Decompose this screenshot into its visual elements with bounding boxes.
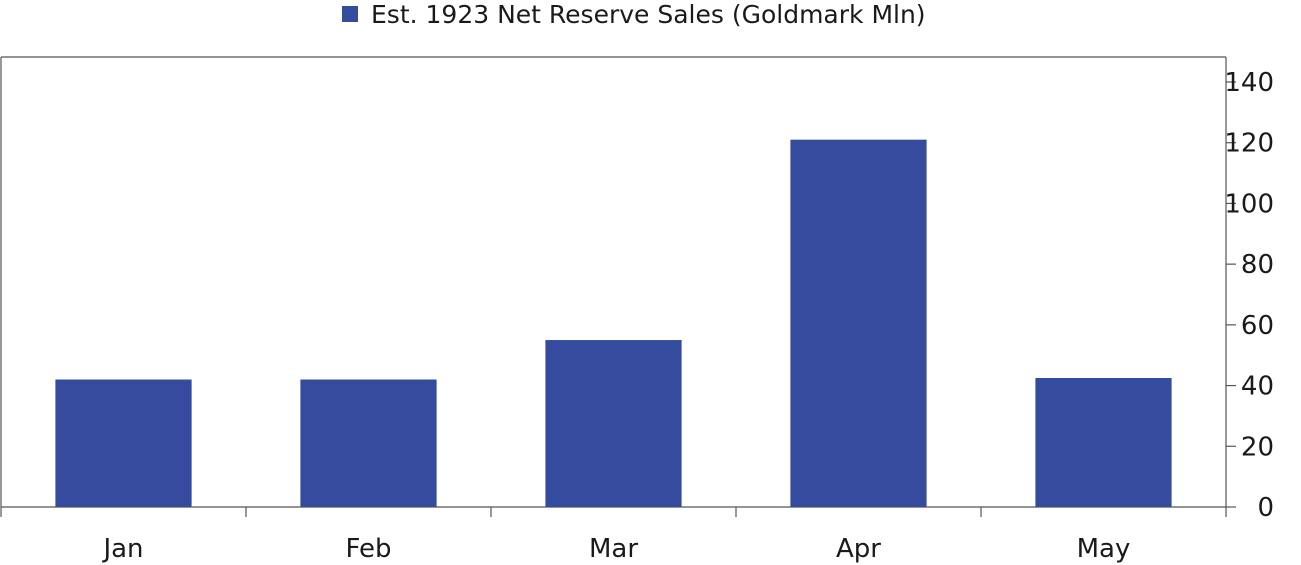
y-tick-label-0: 0	[1257, 493, 1274, 523]
x-tick-label-may: May	[1077, 534, 1131, 564]
bar-mar	[545, 340, 682, 507]
bar-apr	[790, 139, 927, 507]
x-tick-label-jan: Jan	[101, 534, 143, 564]
y-tick-label-80: 80	[1241, 250, 1274, 280]
y-tick-label-40: 40	[1241, 372, 1274, 402]
bar-feb	[300, 379, 437, 507]
x-tick-label-apr: Apr	[836, 534, 881, 564]
x-tick-label-mar: Mar	[589, 534, 638, 564]
x-axis-ticks	[0, 507, 1227, 517]
legend-label: Est. 1923 Net Reserve Sales (Goldmark Ml…	[371, 0, 926, 29]
x-tick-label-feb: Feb	[345, 534, 391, 564]
legend-swatch	[342, 6, 358, 22]
legend: Est. 1923 Net Reserve Sales (Goldmark Ml…	[342, 0, 926, 29]
y-tick-label-100: 100	[1224, 189, 1274, 219]
y-tick-label-120: 120	[1224, 129, 1274, 159]
bar-jan	[55, 379, 192, 507]
y-tick-label-140: 140	[1224, 68, 1274, 98]
y-tick-label-20: 20	[1241, 432, 1274, 462]
bars	[55, 139, 1172, 507]
y-axis-ticks	[1226, 81, 1236, 508]
bar-may	[1035, 377, 1172, 507]
x-axis-labels: Jan Feb Mar Apr May	[101, 534, 1130, 564]
y-tick-label-60: 60	[1241, 311, 1274, 341]
y-axis-labels: 0 20 40 60 80 100 120 140	[1224, 68, 1274, 523]
